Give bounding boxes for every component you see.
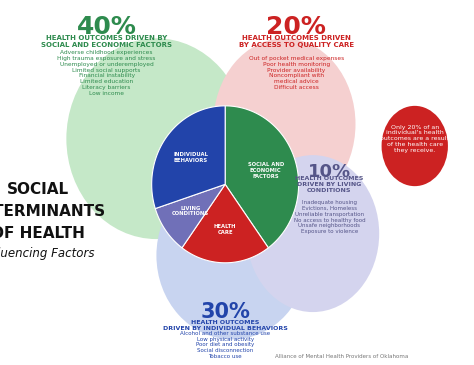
Text: HEALTH
CARE: HEALTH CARE <box>214 224 237 235</box>
Text: 40%: 40% <box>77 15 137 39</box>
Text: SOCIAL AND
ECONOMIC
FACTORS: SOCIAL AND ECONOMIC FACTORS <box>247 162 284 178</box>
Ellipse shape <box>213 38 356 210</box>
Polygon shape <box>152 106 225 208</box>
Text: DETERMINANTS: DETERMINANTS <box>0 204 106 219</box>
Text: OF HEALTH: OF HEALTH <box>0 226 85 241</box>
Ellipse shape <box>246 155 379 312</box>
Text: Out of pocket medical expenses
Poor health monitoring
Provider availability
Nonc: Out of pocket medical expenses Poor heal… <box>249 56 344 90</box>
Text: Inadequate housing
Evictions, Homeless
Unreliable transportation
No access to he: Inadequate housing Evictions, Homeless U… <box>293 200 365 234</box>
Text: Only 20% of an
individual's health
outcomes are a result
of the health care
they: Only 20% of an individual's health outco… <box>380 124 449 153</box>
Polygon shape <box>182 184 268 263</box>
Text: 30%: 30% <box>200 302 250 322</box>
Ellipse shape <box>156 172 308 339</box>
Text: 20%: 20% <box>266 15 326 39</box>
Text: Adverse childhood experiences
High trauma exposure and stress
Unemployed or unde: Adverse childhood experiences High traum… <box>57 50 156 96</box>
Text: SOCIAL: SOCIAL <box>7 182 69 197</box>
Ellipse shape <box>66 38 246 239</box>
Text: HEALTH OUTCOMES
DRIVEN BY LIVING
CONDITIONS: HEALTH OUTCOMES DRIVEN BY LIVING CONDITI… <box>295 176 364 193</box>
Text: HEALTH OUTCOMES DRIVEN
BY ACCESS TO QUALITY CARE: HEALTH OUTCOMES DRIVEN BY ACCESS TO QUAL… <box>239 35 354 49</box>
Text: Alcohol and other substance use
Low physical activity
Poor diet and obesity
Soci: Alcohol and other substance use Low phys… <box>180 331 270 359</box>
Polygon shape <box>155 184 225 248</box>
Polygon shape <box>225 106 299 248</box>
Text: INDIVIDUAL
BEHAVIORS: INDIVIDUAL BEHAVIORS <box>173 152 208 163</box>
Text: LIVING
CONDITIONS: LIVING CONDITIONS <box>172 206 209 216</box>
Text: Influencing Factors: Influencing Factors <box>0 247 94 260</box>
Text: Alliance of Mental Health Providers of Oklahoma: Alliance of Mental Health Providers of O… <box>274 354 408 360</box>
Text: 10%: 10% <box>308 162 351 181</box>
Ellipse shape <box>382 106 448 186</box>
Text: HEALTH OUTCOMES DRIVEN BY
SOCIAL AND ECONOMIC FACTORS: HEALTH OUTCOMES DRIVEN BY SOCIAL AND ECO… <box>41 35 172 49</box>
Text: HEALTH OUTCOMES
DRIVEN BY INDIVIDUAL BEHAVIORS: HEALTH OUTCOMES DRIVEN BY INDIVIDUAL BEH… <box>163 320 288 331</box>
